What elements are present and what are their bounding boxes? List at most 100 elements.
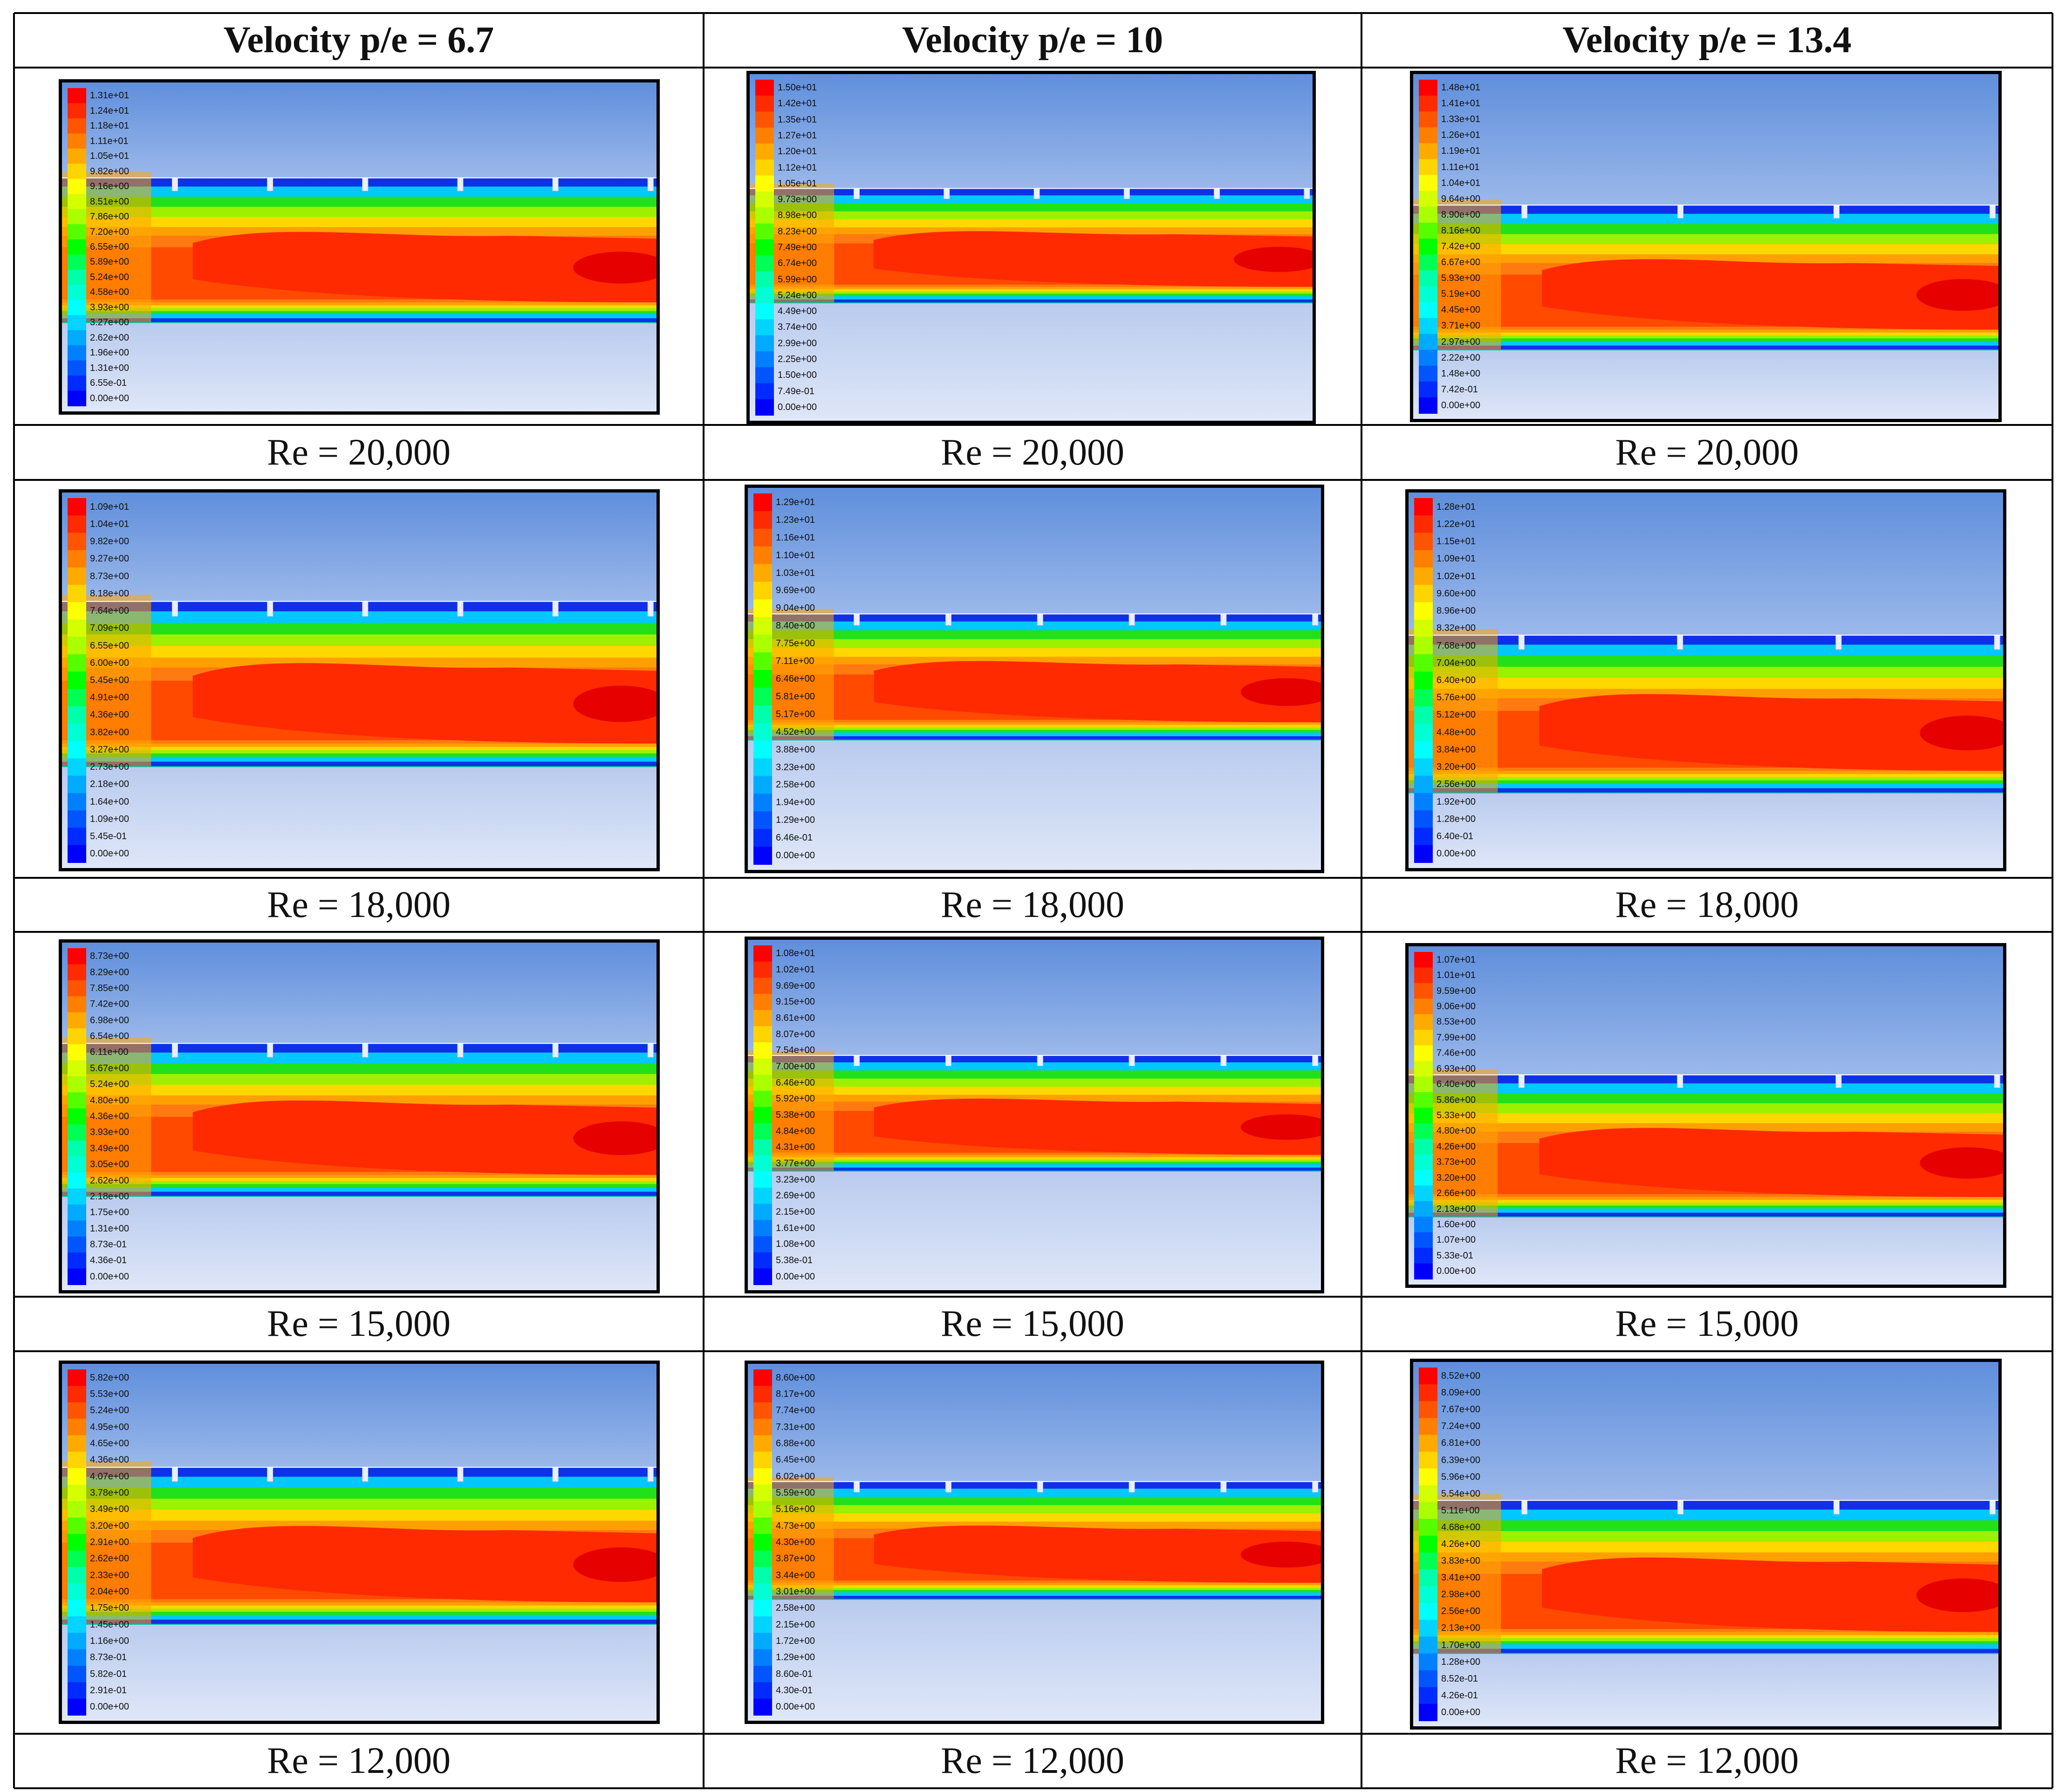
legend-label: 5.38e-01 bbox=[776, 1255, 813, 1265]
legend-label: 0.00e+00 bbox=[1437, 848, 1476, 859]
legend-swatch bbox=[68, 1698, 86, 1716]
legend-label: 1.24e+01 bbox=[90, 105, 129, 116]
background-upper bbox=[748, 1364, 1321, 1482]
legend-label: 5.92e+00 bbox=[776, 1094, 815, 1104]
rib bbox=[1677, 1074, 1683, 1088]
legend-label: 1.02e+01 bbox=[1437, 571, 1476, 581]
legend-swatch bbox=[1414, 1248, 1433, 1264]
rib bbox=[552, 1043, 559, 1058]
legend-label: 1.20e+01 bbox=[778, 146, 817, 157]
legend-label: 8.52e+00 bbox=[1441, 1371, 1480, 1382]
legend-swatch bbox=[68, 1518, 86, 1535]
reynolds-caption: Re = 12,000 bbox=[941, 1740, 1124, 1781]
rib bbox=[1220, 1055, 1227, 1066]
contour-field bbox=[1413, 74, 1998, 419]
background-lower bbox=[62, 1624, 657, 1721]
legend-label: 1.29e+01 bbox=[776, 497, 815, 507]
legend-swatch bbox=[68, 1188, 86, 1205]
legend-label: 9.15e+00 bbox=[776, 997, 815, 1007]
legend-label: 5.24e+00 bbox=[90, 272, 129, 282]
legend-swatch bbox=[68, 550, 86, 568]
legend-label: 2.62e+00 bbox=[90, 1553, 129, 1564]
velocity-peak bbox=[573, 1121, 657, 1155]
legend-swatch bbox=[1414, 845, 1433, 863]
legend-swatch bbox=[755, 127, 774, 144]
velocity-core bbox=[192, 232, 657, 302]
background-lower bbox=[62, 322, 657, 411]
reynolds-caption: Re = 15,000 bbox=[941, 1303, 1124, 1344]
legend-label: 1.41e+01 bbox=[1441, 98, 1480, 109]
background-lower bbox=[748, 1599, 1321, 1721]
legend-label: 4.36e+00 bbox=[90, 1455, 129, 1465]
legend-swatch bbox=[1414, 706, 1433, 725]
legend-swatch bbox=[1414, 619, 1433, 637]
legend-label: 0.00e+00 bbox=[776, 850, 815, 861]
rib bbox=[854, 188, 860, 199]
legend-swatch bbox=[1419, 111, 1437, 128]
rib bbox=[171, 601, 178, 617]
legend-label: 8.73e+00 bbox=[90, 571, 129, 581]
table-border-horizontal bbox=[14, 1350, 2052, 1352]
legend-label: 2.33e+00 bbox=[90, 1570, 129, 1580]
velocity-contour-plot: 1.07e+01 1.01e+01 9.59e+00 9.06e+00 8.53e+00… bbox=[1405, 943, 2006, 1288]
legend-label: 6.55e-01 bbox=[90, 378, 127, 389]
legend-label: 8.09e+00 bbox=[1441, 1388, 1480, 1398]
contour-field bbox=[748, 940, 1321, 1290]
legend-swatch bbox=[753, 581, 772, 600]
rib bbox=[1835, 635, 1842, 650]
legend-swatch bbox=[1419, 143, 1437, 160]
reynolds-caption: Re = 20,000 bbox=[267, 431, 451, 473]
legend-label: 7.74e+00 bbox=[776, 1405, 815, 1416]
contour-field bbox=[62, 82, 657, 411]
legend-swatch bbox=[1419, 222, 1437, 239]
legend-label: 3.78e+00 bbox=[90, 1488, 129, 1498]
legend-swatch bbox=[68, 1156, 86, 1173]
legend-swatch bbox=[1419, 365, 1437, 382]
legend-swatch bbox=[753, 793, 772, 812]
legend-swatch bbox=[753, 1501, 772, 1518]
contour-field bbox=[1409, 946, 2003, 1285]
legend-swatch bbox=[68, 315, 86, 331]
rib bbox=[552, 601, 559, 617]
legend-label: 7.99e+00 bbox=[1437, 1032, 1476, 1043]
velocity-contour-plot: 1.29e+01 1.23e+01 1.16e+01 1.10e+01 1.03e+01… bbox=[745, 485, 1324, 873]
legend-label: 3.01e+00 bbox=[776, 1587, 815, 1597]
velocity-contour-plot: 1.48e+01 1.41e+01 1.33e+01 1.26e+01 1.19e+01… bbox=[1410, 71, 2002, 422]
legend-label: 4.48e+00 bbox=[1437, 727, 1476, 738]
legend-swatch bbox=[1419, 1687, 1437, 1704]
legend-swatch bbox=[1414, 498, 1433, 516]
legend-label: 5.17e+00 bbox=[776, 709, 815, 719]
legend-swatch bbox=[1414, 758, 1433, 776]
legend-swatch bbox=[753, 1518, 772, 1535]
legend-label: 4.91e+00 bbox=[90, 692, 129, 703]
legend-swatch bbox=[1414, 671, 1433, 690]
legend-label: 7.42e-01 bbox=[1441, 384, 1478, 395]
reynolds-caption: Re = 20,000 bbox=[941, 431, 1124, 473]
legend-label: 1.60e+00 bbox=[1437, 1219, 1476, 1230]
legend-swatch bbox=[753, 1171, 772, 1188]
legend-swatch bbox=[68, 828, 86, 846]
legend-swatch bbox=[68, 636, 86, 655]
legend-swatch bbox=[68, 741, 86, 759]
velocity-contour-plot: 1.09e+01 1.04e+01 9.82e+00 9.27e+00 8.73e+00… bbox=[59, 489, 660, 871]
legend-swatch bbox=[753, 1123, 772, 1140]
legend-label: 6.88e+00 bbox=[776, 1438, 815, 1449]
legend-label: 2.13e+00 bbox=[1437, 1204, 1476, 1214]
legend-label: 1.07e+01 bbox=[1437, 954, 1476, 965]
legend-swatch bbox=[68, 118, 86, 134]
legend-label: 9.69e+00 bbox=[776, 585, 815, 596]
legend-label: 8.40e+00 bbox=[776, 621, 815, 631]
legend-swatch bbox=[753, 1698, 772, 1716]
legend-swatch bbox=[68, 996, 86, 1013]
table-border-horizontal bbox=[14, 479, 2052, 481]
legend-swatch bbox=[1414, 567, 1433, 586]
legend-swatch bbox=[1414, 1263, 1433, 1279]
rib bbox=[1129, 1481, 1135, 1493]
legend-label: 1.15e+01 bbox=[1437, 536, 1476, 547]
legend-swatch bbox=[1419, 1535, 1437, 1553]
legend-label: 3.49e+00 bbox=[90, 1143, 129, 1154]
legend-label: 8.96e+00 bbox=[1437, 606, 1476, 616]
legend-swatch bbox=[68, 1220, 86, 1237]
legend-label: 8.51e+00 bbox=[90, 196, 129, 207]
rib bbox=[362, 1043, 369, 1058]
